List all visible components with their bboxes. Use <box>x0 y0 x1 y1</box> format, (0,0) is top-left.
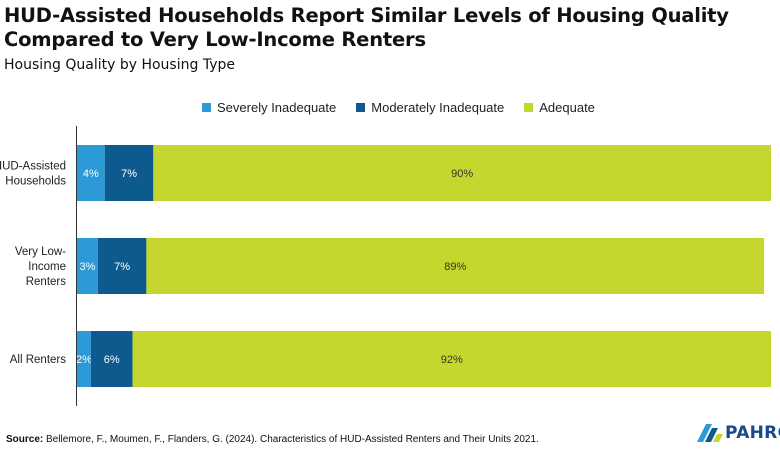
data-label: 6% <box>104 354 120 366</box>
pahrc-logo-text: PAHRC <box>725 423 780 443</box>
bar-segment <box>132 331 771 387</box>
legend-label-severely: Severely Inadequate <box>217 99 337 115</box>
category-label: Very Low-Income Renters <box>15 246 66 288</box>
data-label: 2% <box>76 354 92 366</box>
source-label: Source: <box>6 434 44 445</box>
bar-segment <box>77 145 105 201</box>
bar-segment <box>77 331 91 387</box>
bar-segment <box>90 331 133 387</box>
chart-title: HUD-Assisted Households Report Similar L… <box>4 4 729 51</box>
chart-subtitle: Housing Quality by Housing Type <box>4 57 235 73</box>
bar-segment <box>97 238 147 294</box>
legend-swatch-moderately <box>356 102 366 112</box>
data-label: 7% <box>121 168 137 180</box>
category-label: HUD-Assisted Households <box>0 161 66 188</box>
data-label: 90% <box>451 168 473 180</box>
legend-swatch-severely <box>202 102 211 112</box>
legend: Severely Inadequate Moderately Inadequat… <box>202 98 615 116</box>
legend-item-severely: Severely Inadequate <box>202 100 336 115</box>
bar-segment <box>153 145 772 201</box>
source-note: Source: Bellemore, F., Moumen, F., Fland… <box>6 434 539 445</box>
legend-item-adequate: Adequate <box>524 100 595 115</box>
source-text: Bellemore, F., Moumen, F., Flanders, G. … <box>46 434 539 445</box>
pahrc-logo: PAHRC <box>697 422 780 444</box>
data-label: 92% <box>441 354 463 366</box>
legend-item-moderately: Moderately Inadequate <box>356 100 504 115</box>
data-label: 3% <box>79 261 95 273</box>
data-label: 89% <box>444 261 466 273</box>
data-label: 4% <box>83 168 99 180</box>
legend-swatch-adequate <box>524 102 534 112</box>
legend-label-adequate: Adequate <box>539 99 595 115</box>
data-label: 7% <box>114 261 130 273</box>
category-label: All Renters <box>10 354 66 366</box>
bar-segment <box>146 238 765 294</box>
pahrc-logo-icon <box>697 424 723 442</box>
legend-label-moderately: Moderately Inadequate <box>371 99 505 115</box>
bar-segment <box>77 238 98 294</box>
bar-segment <box>104 145 154 201</box>
